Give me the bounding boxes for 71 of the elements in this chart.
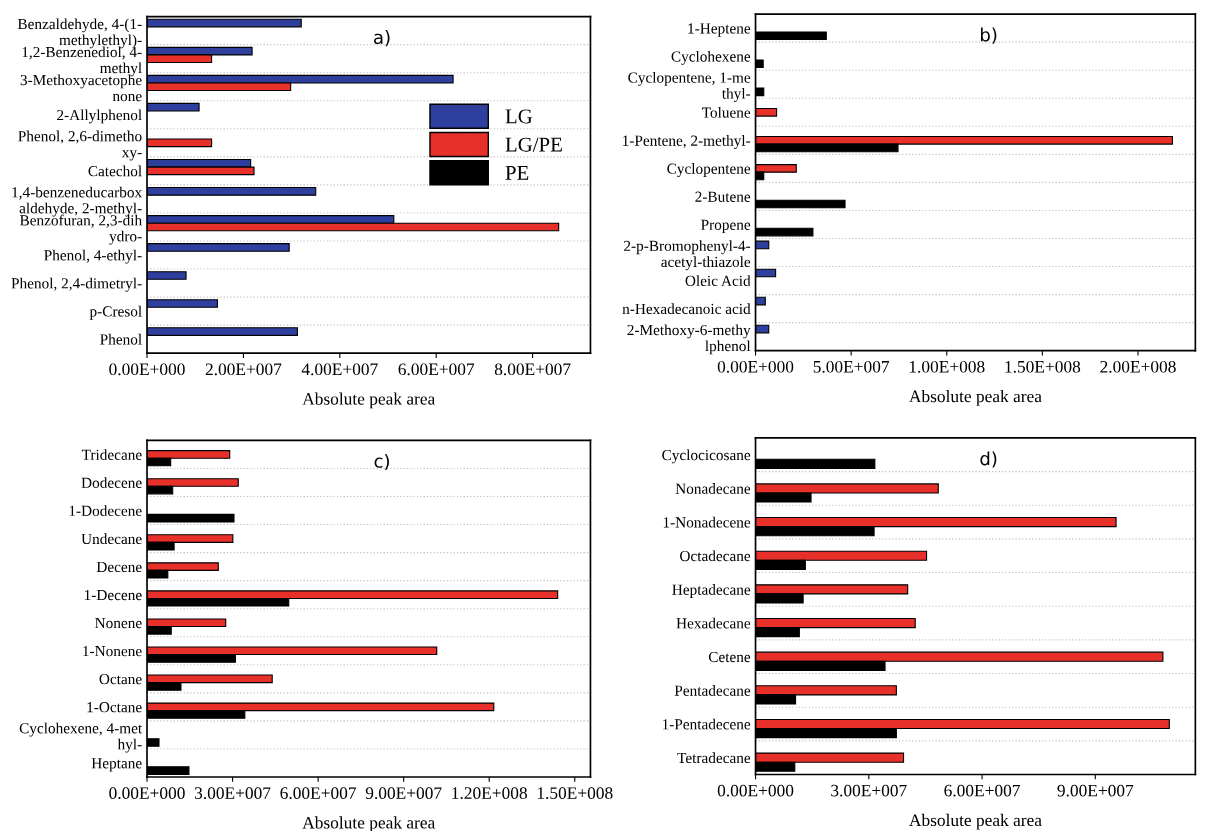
y-tick-label: Oleic Acid — [685, 275, 751, 287]
x-axis-title: Absolute peak area — [909, 813, 1042, 830]
x-tick-label: 6.00E+007 — [280, 787, 357, 799]
legend-label: PE — [505, 166, 529, 180]
x-tick-label: 1.50E+008 — [537, 787, 613, 799]
y-tick-label: Phenol, 2,6-dimetho xy- — [18, 130, 142, 161]
x-tick-label: 1.00E+008 — [909, 360, 985, 373]
y-tick-label: Cyclohexene, 4-met hyl- — [19, 722, 143, 753]
y-tick-label: Cyclocicosane — [662, 449, 751, 464]
y-tick-label: Octane — [99, 674, 142, 685]
y-tick-label: Cyclohexene — [671, 50, 751, 65]
legend-label: LG/PE — [505, 137, 562, 152]
x-tick-label: 2.00E+008 — [1100, 360, 1176, 373]
x-tick-label: 5.00E+007 — [813, 360, 890, 373]
y-tick-label: Phenol, 2,4-dimetryl- — [11, 277, 142, 292]
y-tick-label: Decene — [96, 561, 142, 573]
y-tick-label: Cyclopentene, 1-me thyl- — [628, 71, 751, 102]
y-tick-label: 2-Butene — [695, 191, 751, 202]
x-axis-title: Absolute peak area — [909, 390, 1042, 406]
x-tick-label: 3.00E+007 — [194, 787, 271, 799]
y-tick-label: 1-Heptene — [688, 23, 751, 37]
x-tick-label: 0.00E+000 — [717, 784, 794, 797]
y-tick-label: 1-Pentene, 2-methyl- — [623, 135, 751, 149]
y-tick-label: 2-Methoxy-6-methy lphenol — [627, 324, 751, 355]
y-tick-label: Nonene — [95, 618, 142, 629]
y-tick-label: 1-Decene — [84, 589, 142, 601]
text: b) — [981, 27, 997, 44]
y-tick-label: p-Cresol — [89, 305, 142, 320]
y-tick-label: Dodecene — [81, 477, 142, 488]
y-tick-label: Heptadecane — [672, 584, 751, 598]
legend-label: LG — [505, 109, 533, 124]
y-tick-label: 1-Pentadecene — [662, 718, 751, 730]
text: c) — [374, 453, 389, 470]
y-tick-label: 2-p-Bromophenyl-4- acetyl-thiazole — [624, 240, 751, 271]
y-tick-label: Nonadecane — [675, 483, 751, 494]
text: a) — [374, 30, 390, 47]
y-tick-label: Hexadecane — [676, 617, 751, 629]
x-tick-label: 2.00E+007 — [205, 363, 282, 376]
x-axis-title: Absolute peak area — [302, 392, 436, 409]
y-tick-label: 1-Octane — [87, 702, 142, 713]
y-tick-label: 1-Nonadecene — [663, 516, 751, 528]
x-tick-label: 9.00E+007 — [365, 787, 442, 799]
x-tick-label: 8.00E+007 — [494, 363, 571, 376]
x-tick-label: 6.00E+007 — [944, 784, 1020, 797]
text: d) — [980, 451, 997, 468]
y-tick-label: Pentadecane — [674, 685, 751, 696]
y-tick-label: Heptane — [91, 758, 142, 772]
x-tick-label: 0.00E+000 — [717, 360, 794, 373]
x-tick-label: 0.00E+000 — [109, 363, 185, 376]
y-tick-label: Cetene — [708, 651, 751, 663]
y-tick-label: Phenol — [100, 333, 142, 345]
y-tick-label: Octadecane — [680, 550, 751, 562]
x-tick-label: 9.00E+007 — [1057, 784, 1134, 797]
y-tick-label: Toluene — [701, 106, 751, 118]
y-tick-label: 1-Nonene — [83, 645, 142, 657]
y-tick-label: Cyclopentene — [667, 163, 751, 177]
x-tick-label: 1.20E+008 — [452, 787, 527, 799]
x-tick-label: 4.00E+007 — [301, 363, 378, 376]
y-tick-label: Tridecane — [81, 449, 142, 460]
y-tick-label: Phenol, 4-ethyl- — [44, 249, 142, 264]
y-tick-label: Catechol — [88, 165, 142, 177]
x-tick-label: 3.00E+007 — [831, 784, 907, 797]
y-tick-label: Propene — [701, 219, 751, 234]
y-tick-label: Tetradecane — [677, 752, 751, 764]
y-tick-label: Undecane — [81, 533, 142, 545]
x-tick-label: 0.00E+000 — [109, 787, 185, 799]
y-tick-label: 1-Dodecene — [69, 505, 142, 516]
x-tick-label: 6.00E+007 — [398, 363, 475, 376]
y-tick-label: n-Hexadecanoic acid — [622, 303, 751, 315]
y-tick-label: 2-Allylphenol — [57, 109, 142, 124]
x-tick-label: 1.50E+008 — [1005, 360, 1081, 373]
